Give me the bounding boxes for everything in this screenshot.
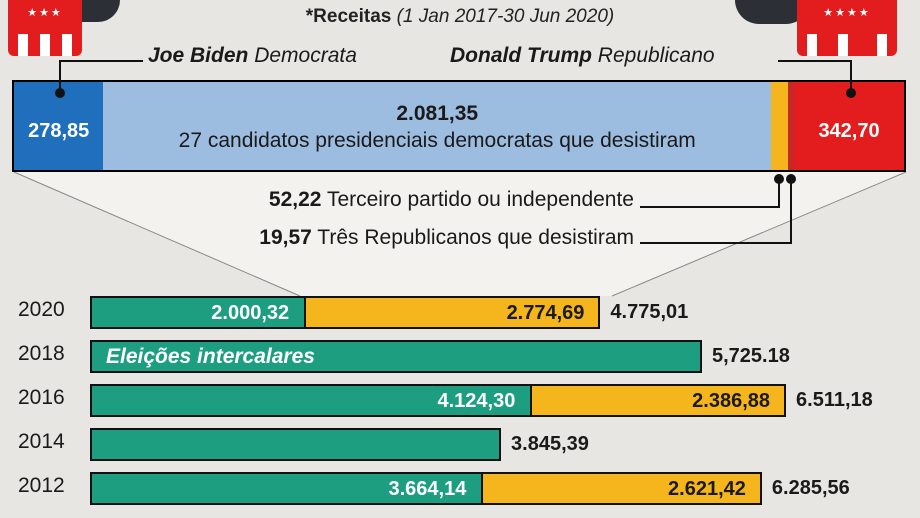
trump-dot bbox=[846, 88, 856, 98]
trump-label: Donald Trump Republicano bbox=[450, 44, 715, 68]
top-area: ★★★ ★★★★ *Receitas (1 Jan 2017-30 Jun 20… bbox=[8, 0, 907, 297]
biden-label: Joe Biden Democrata bbox=[148, 44, 357, 68]
year-label-2020: 2020 bbox=[18, 298, 65, 321]
biden-value-label: 278,85 bbox=[28, 120, 90, 142]
bar-segment-orange-2012 bbox=[481, 474, 760, 503]
total-value-label-2016: 6.511,18 bbox=[796, 389, 873, 411]
bar-segment-orange-2016 bbox=[530, 386, 784, 415]
year-bar-2020: 2.774,69 2.000,32 bbox=[90, 296, 601, 329]
dem-stars: ★★★ bbox=[27, 7, 63, 19]
dropout-label: 2.081,35 27 candidatos presidenciais dem… bbox=[103, 100, 771, 154]
third-party-dot bbox=[774, 174, 784, 184]
year-bar-2012: 2.621,42 3.664,14 bbox=[90, 472, 762, 505]
green-value-label-2012: 3.664,14 bbox=[388, 478, 467, 500]
third-party-text: Terceiro partido ou independente bbox=[326, 188, 634, 211]
biden-leader-line bbox=[59, 60, 61, 90]
biden-party: Democrata bbox=[254, 44, 357, 67]
year-label-2016: 2016 bbox=[18, 386, 65, 409]
dropout-description: 27 candidatos presidenciais democratas q… bbox=[178, 129, 696, 152]
three-rep-line-v bbox=[790, 180, 792, 244]
green-value-label-2020: 2.000,32 bbox=[211, 302, 290, 324]
bar-segment-green-2020 bbox=[92, 298, 305, 327]
third-party-note: 52,22 Terceiro partido ou independente bbox=[150, 186, 634, 213]
biden-leader-line-h bbox=[59, 60, 143, 62]
total-value-label-2012: 6.285,56 bbox=[771, 477, 850, 499]
year-bar-2018: Eleições intercalares bbox=[90, 340, 702, 373]
total-value-label-2020: 4.775,01 bbox=[610, 301, 689, 323]
three-rep-note: 19,57 Três Republicanos que desistiram bbox=[250, 224, 634, 251]
three-rep-value: 19,57 bbox=[259, 226, 312, 249]
bar-segment-dem-dropouts: 2.081,35 27 candidatos presidenciais dem… bbox=[103, 82, 773, 170]
funnel-shape bbox=[13, 171, 907, 297]
orange-value-label-2016: 2.386,88 bbox=[692, 390, 771, 412]
biden-dot bbox=[55, 88, 65, 98]
total-value-label-2014: 3.845,39 bbox=[511, 433, 589, 455]
democrat-donkey-icon: ★★★ bbox=[8, 0, 82, 56]
bar-segment-green-2012 bbox=[92, 474, 482, 503]
title-period: (1 Jan 2017-30 Jun 2020) bbox=[396, 6, 615, 27]
year-bar-2016: 2.386,88 4.124,30 bbox=[90, 384, 787, 417]
orange-value-label-2012: 2.621,42 bbox=[668, 478, 746, 500]
trump-value-label: 342,70 bbox=[818, 120, 880, 142]
total-value-label-2018: 5,725.18 bbox=[712, 345, 790, 367]
three-rep-line-h bbox=[640, 242, 792, 244]
third-party-line-h bbox=[640, 206, 780, 208]
dropout-value-label: 2.081,35 bbox=[396, 102, 479, 125]
trump-name: Donald Trump bbox=[450, 44, 592, 67]
trump-leader-line bbox=[850, 60, 852, 90]
trump-leader-line-h bbox=[778, 60, 852, 62]
year-label-2012: 2012 bbox=[18, 474, 65, 497]
year-bar-2014 bbox=[90, 428, 502, 461]
year-label-2014: 2014 bbox=[18, 430, 65, 453]
rep-stars: ★★★★ bbox=[823, 7, 871, 19]
third-party-line-v bbox=[778, 180, 780, 208]
bar-segment-green-2014 bbox=[92, 430, 500, 459]
bar-segment-green-2018 bbox=[92, 342, 700, 371]
orange-value-label-2020: 2.774,69 bbox=[506, 302, 585, 324]
green-value-label-2016: 4.124,30 bbox=[437, 390, 516, 412]
bar-segment-green-2016 bbox=[92, 386, 531, 415]
third-party-value: 52,22 bbox=[268, 188, 322, 211]
title-bold: *Receitas bbox=[305, 6, 392, 27]
republican-elephant-icon: ★★★★ bbox=[797, 0, 897, 56]
trump-party: Republicano bbox=[597, 44, 715, 67]
stacked-bar-2020-candidates: 278,85 2.081,35 27 candidatos presidenci… bbox=[12, 80, 906, 172]
chart-title: *Receitas (1 Jan 2017-30 Jun 2020) bbox=[180, 6, 740, 28]
biden-name: Joe Biden bbox=[148, 44, 249, 67]
year-label-2018: 2018 bbox=[18, 342, 65, 365]
three-rep-dot bbox=[786, 174, 796, 184]
bar-note-2018: Eleições intercalares bbox=[106, 345, 315, 368]
three-rep-text: Três Republicanos que desistiram bbox=[317, 226, 634, 249]
bar-segment-third-party bbox=[771, 82, 789, 170]
bar-segment-orange-2020 bbox=[304, 298, 599, 327]
